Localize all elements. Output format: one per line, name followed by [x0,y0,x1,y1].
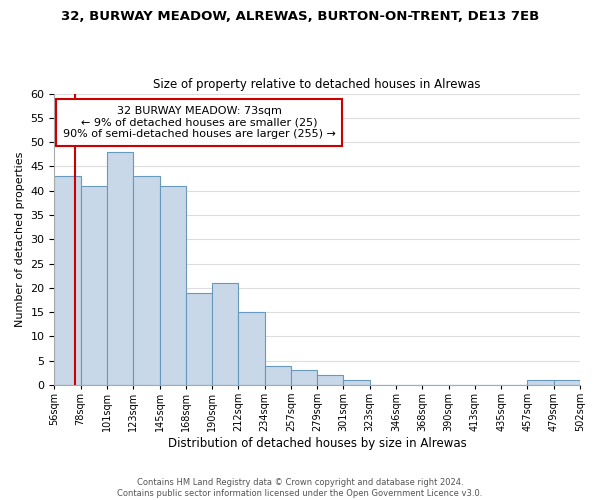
Bar [554,380,580,385]
X-axis label: Distribution of detached houses by size in Alrewas: Distribution of detached houses by size … [168,437,467,450]
Bar [212,283,238,385]
Bar [291,370,317,385]
Bar [317,376,343,385]
Bar [107,152,133,385]
Text: Contains HM Land Registry data © Crown copyright and database right 2024.
Contai: Contains HM Land Registry data © Crown c… [118,478,482,498]
Bar [55,176,80,385]
Text: 32 BURWAY MEADOW: 73sqm
← 9% of detached houses are smaller (25)
90% of semi-det: 32 BURWAY MEADOW: 73sqm ← 9% of detached… [62,106,335,139]
Bar [527,380,554,385]
Bar [80,186,107,385]
Bar [238,312,265,385]
Bar [160,186,186,385]
Text: 32, BURWAY MEADOW, ALREWAS, BURTON-ON-TRENT, DE13 7EB: 32, BURWAY MEADOW, ALREWAS, BURTON-ON-TR… [61,10,539,23]
Bar [186,292,212,385]
Bar [265,366,291,385]
Bar [133,176,160,385]
Bar [343,380,370,385]
Title: Size of property relative to detached houses in Alrewas: Size of property relative to detached ho… [154,78,481,91]
Y-axis label: Number of detached properties: Number of detached properties [15,152,25,327]
